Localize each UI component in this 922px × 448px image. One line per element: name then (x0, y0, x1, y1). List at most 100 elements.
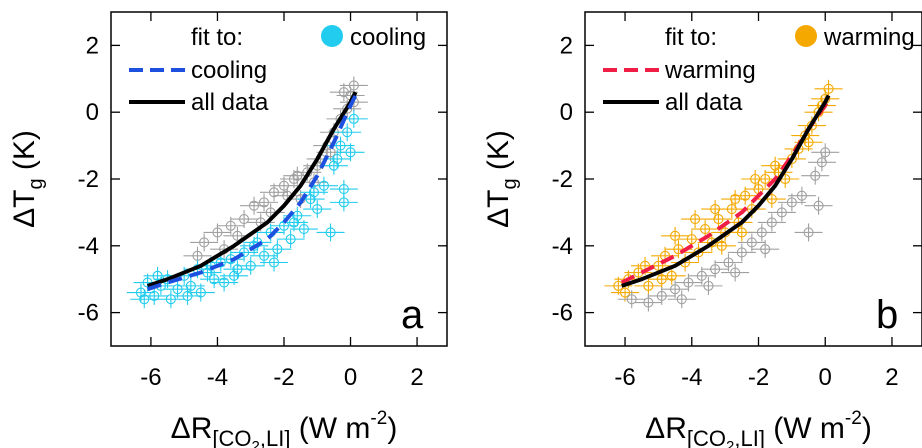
plot-area (126, 76, 368, 309)
legend-solid-label: all data (191, 89, 269, 116)
data-point-background (687, 266, 716, 285)
x-tick-label: -2 (748, 364, 769, 391)
axis-label-part: ,LI] (734, 426, 765, 448)
legend-dashed-label: warming (664, 57, 756, 84)
legend-marker-label: warming (823, 24, 915, 51)
y-axis-label: ΔTg (K) (8, 130, 47, 228)
axis-label-part: ,LI] (260, 426, 291, 448)
data-point-background (811, 143, 840, 162)
data-point-cooling (176, 276, 205, 295)
data-point-background (260, 183, 289, 202)
axis-label-part: (K) (8, 130, 41, 178)
data-point-background (794, 223, 823, 242)
data-point-cooling (156, 290, 185, 309)
data-point-cooling (173, 286, 202, 305)
legend-title: fit to: (191, 24, 243, 51)
data-point-background (634, 293, 663, 312)
fit-line-warming (620, 97, 831, 285)
legend: fit to: cooling all data cooling (129, 24, 426, 116)
data-point-background (667, 290, 696, 309)
x-tick-label: -6 (614, 364, 635, 391)
legend-solid-label: all data (665, 89, 743, 116)
x-tick-label: 0 (344, 364, 357, 391)
x-tick-label: -4 (681, 364, 702, 391)
data-point-background (757, 213, 786, 232)
data-point-background (661, 280, 690, 299)
data-point-cooling (323, 149, 352, 168)
data-point-background (767, 203, 796, 222)
data-point-background (617, 290, 646, 309)
x-tick-label: 0 (819, 364, 832, 391)
x-tick-label: 2 (410, 364, 423, 391)
data-point-warming (657, 266, 686, 285)
data-point-cooling (220, 266, 249, 285)
axis-label-part: -2 (845, 408, 862, 429)
data-point-background (329, 83, 358, 102)
legend-title: fit to: (665, 24, 717, 51)
data-point-cooling (299, 183, 328, 202)
data-point-background (203, 223, 232, 242)
axis-label-part: -2 (370, 408, 387, 429)
data-point-warming (681, 210, 710, 229)
y-tick-label: 0 (560, 99, 573, 126)
axis-label-part: [CO (687, 426, 726, 448)
data-point-warming (704, 210, 733, 229)
data-point-cooling (230, 243, 259, 262)
data-point-cooling (223, 260, 252, 279)
data-point-cooling (130, 290, 159, 309)
x-axis-label: ΔR[CO2,LI] (W m-2) (645, 408, 872, 448)
data-point-warming (741, 170, 770, 188)
y-tick-label: -4 (78, 233, 99, 260)
data-point-background (714, 253, 743, 272)
axis-label-part: 2 (252, 438, 260, 448)
y-tick-label: -6 (552, 300, 573, 327)
fit-line-cooling (146, 94, 358, 292)
legend-marker-dot (795, 25, 817, 47)
data-point-cooling (319, 156, 348, 175)
data-point-cooling (140, 286, 169, 305)
data-point-background (801, 166, 830, 185)
axis-label-part: g (499, 178, 521, 189)
data-point-cooling (263, 240, 292, 259)
axis-label-part: ) (387, 412, 397, 445)
data-point-background (250, 193, 279, 212)
data-point-background (190, 233, 219, 252)
data-point-cooling (303, 200, 332, 219)
data-point-cooling (260, 253, 289, 272)
data-point-background (216, 216, 245, 235)
axis-label-part: ) (862, 412, 872, 445)
data-point-background (747, 223, 776, 242)
y-tick-label: -2 (552, 166, 573, 193)
data-point-background (230, 210, 259, 229)
axis-label-part: 2 (726, 438, 734, 448)
data-point-background (721, 263, 750, 282)
data-point-warming (721, 190, 750, 209)
y-tick-label: -6 (78, 300, 99, 327)
data-point-background (787, 186, 816, 205)
data-point-warming (691, 220, 720, 239)
axis-label-part: [CO (212, 426, 251, 448)
fit-line-all-data (621, 94, 831, 288)
data-point-warming (634, 276, 663, 295)
legend-marker-dot (321, 25, 343, 47)
data-point-background (727, 243, 756, 262)
y-tick-label: -4 (552, 233, 573, 260)
axis-label-part: (K) (482, 130, 515, 178)
data-point-cooling (126, 283, 155, 302)
data-point-background (647, 286, 676, 305)
data-point-warming (814, 79, 843, 98)
x-tick-label: 2 (885, 364, 898, 391)
x-axis-label: ΔR[CO2,LI] (W m-2) (171, 408, 398, 448)
axis-label-part: ΔR (171, 412, 213, 445)
panel-letter: b (876, 293, 898, 337)
axis-label-part: ΔT (8, 190, 41, 228)
fit-line-all-data (146, 91, 358, 288)
data-point-background (807, 153, 836, 172)
data-point-background (701, 260, 730, 279)
data-point-cooling (200, 270, 229, 289)
data-point-cooling (316, 223, 345, 242)
x-tick-label: -6 (140, 364, 161, 391)
data-point-warming (707, 236, 736, 255)
data-point-warming (661, 226, 690, 245)
